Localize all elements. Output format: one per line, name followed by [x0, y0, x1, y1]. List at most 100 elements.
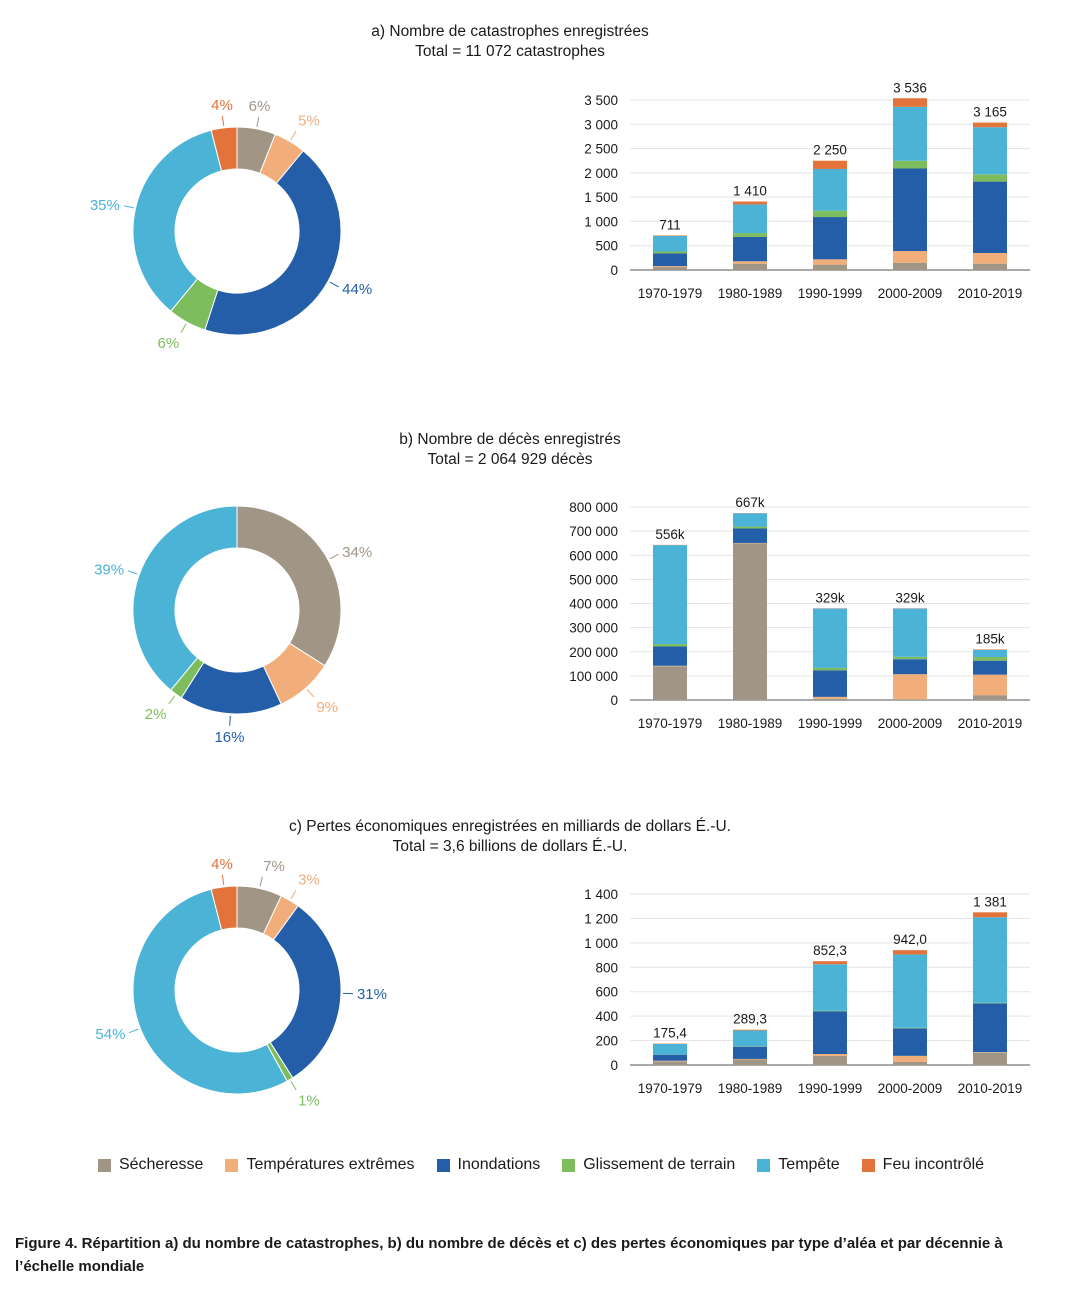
- y-tick-label: 1 400: [584, 887, 618, 902]
- bar-segment-temperatures: [973, 253, 1007, 264]
- bar-segment-glissement: [733, 233, 767, 237]
- legend-item-secheresse: Sécheresse: [97, 1156, 204, 1174]
- bar-segment-temperatures: [733, 261, 767, 264]
- legend-label: Sécheresse: [118, 1156, 204, 1173]
- bar-total-label: 185k: [975, 631, 1005, 646]
- bar-segment-temperatures: [893, 1055, 927, 1062]
- donut-percent-label: 3%: [298, 872, 320, 889]
- panel-a-title: a) Nombre de catastrophes enregistrées T…: [0, 22, 1020, 62]
- bar-segment-inondations: [813, 1011, 847, 1055]
- donut-leader-line: [127, 570, 138, 575]
- y-tick-label: 2 500: [584, 142, 618, 157]
- bar-segment-tempete: [973, 127, 1007, 175]
- y-tick-label: 100 000: [569, 669, 618, 684]
- donut-percent-label: 1%: [298, 1092, 320, 1109]
- bar-total-label: 711: [659, 217, 681, 232]
- bar-segment-inondations: [893, 659, 927, 675]
- y-tick-label: 600 000: [569, 548, 618, 563]
- legend-swatch-secheresse: [97, 1158, 111, 1172]
- panel-b-title-line: b) Nombre de décès enregistrés: [399, 431, 621, 448]
- bar-total-label: 1 410: [733, 184, 767, 199]
- donut-leader-line: [229, 715, 231, 726]
- bar-segment-temperatures: [733, 1058, 767, 1060]
- bar-total-label: 175,4: [653, 1026, 687, 1041]
- legend-label: Glissement de terrain: [583, 1156, 736, 1173]
- donut-leader-line: [259, 876, 263, 887]
- donut-percent-label: 44%: [342, 281, 372, 298]
- bar-segment-inondations: [733, 1046, 767, 1059]
- y-tick-label: 1 000: [584, 214, 618, 229]
- y-tick-label: 0: [610, 693, 618, 708]
- y-tick-label: 500 000: [569, 572, 618, 587]
- bar-segment-inondations: [893, 1028, 927, 1056]
- bar-segment-feu: [813, 961, 847, 965]
- legend-item-glissement: Glissement de terrain: [562, 1156, 735, 1174]
- x-tick-label: 1970-1979: [638, 716, 703, 731]
- legend-swatch-feu: [861, 1158, 875, 1172]
- bar-segment-tempete: [973, 649, 1007, 658]
- bar-segment-tempete: [653, 545, 687, 645]
- bar-segment-secheresse: [893, 1061, 927, 1065]
- bar-segment-glissement: [813, 667, 847, 671]
- y-tick-label: 1 500: [584, 190, 618, 205]
- bar-segment-temperatures: [893, 674, 927, 700]
- donut-leader-line: [256, 116, 260, 127]
- bar-segment-secheresse: [813, 698, 847, 700]
- panel-a-subtitle: Total = 11 072 catastrophes: [415, 43, 605, 60]
- bar-total-label: 329k: [895, 590, 925, 605]
- donut-slice-inondations: [269, 905, 342, 1079]
- bar-segment-feu: [733, 1029, 767, 1031]
- bar-segment-tempete: [893, 954, 927, 1028]
- legend-label: Températures extrêmes: [246, 1156, 415, 1173]
- y-tick-label: 0: [610, 1058, 618, 1073]
- bar-segment-temperatures: [653, 266, 687, 268]
- bar-segment-tempete: [733, 513, 767, 527]
- donut-leader-line: [306, 689, 315, 698]
- bar-segment-glissement: [973, 657, 1007, 661]
- bar-segment-feu: [893, 98, 927, 107]
- y-tick-label: 3 500: [584, 93, 618, 108]
- y-tick-label: 400: [595, 1009, 618, 1024]
- donut-percent-label: 6%: [158, 335, 180, 352]
- donut-slice-tempete: [132, 505, 238, 691]
- y-tick-label: 300 000: [569, 621, 618, 636]
- bar-segment-tempete: [813, 964, 847, 1011]
- bar-segment-tempete: [813, 168, 847, 211]
- bar-segment-tempete: [653, 1043, 687, 1055]
- x-tick-label: 1970-1979: [638, 1081, 703, 1096]
- bar-segment-temperatures: [973, 1052, 1007, 1053]
- bar-segment-inondations: [653, 646, 687, 666]
- bar-total-label: 852,3: [813, 943, 847, 958]
- donut-leader-line: [221, 874, 225, 885]
- donut-slice-secheresse: [236, 505, 342, 667]
- legend-item-temperatures: Températures extrêmes: [225, 1156, 415, 1174]
- y-tick-label: 800: [595, 960, 618, 975]
- panel-c-subtitle: Total = 3,6 billions de dollars É.-U.: [392, 838, 628, 855]
- bar-segment-temperatures: [813, 1054, 847, 1056]
- donut-chart-b: 34% 9% 16% 2% 39%: [94, 505, 372, 746]
- donut-leader-line: [221, 115, 225, 126]
- bar-segment-tempete: [973, 917, 1007, 1003]
- bar-segment-glissement: [973, 1002, 1007, 1004]
- donut-chart-a: 6% 5% 44% 6% 35% 4%: [90, 97, 372, 352]
- donut-leader-line: [290, 130, 297, 141]
- donut-leader-line: [180, 323, 187, 333]
- bar-segment-tempete: [893, 608, 927, 657]
- x-tick-label: 1980-1989: [718, 286, 783, 301]
- y-tick-label: 400 000: [569, 597, 618, 612]
- bar-segment-glissement: [653, 251, 687, 254]
- bar-segment-secheresse: [893, 262, 927, 270]
- x-tick-label: 2000-2009: [878, 1081, 943, 1096]
- bar-segment-inondations: [813, 670, 847, 697]
- donut-chart-c: 7% 3% 31% 1% 54% 4%: [95, 856, 387, 1109]
- panel-c-title-line: c) Pertes économiques enregistrées en mi…: [289, 818, 731, 835]
- bar-segment-secheresse: [973, 263, 1007, 270]
- bar-segment-inondations: [973, 181, 1007, 253]
- bar-segment-temperatures: [813, 259, 847, 265]
- bar-segment-inondations: [973, 660, 1007, 675]
- x-tick-label: 2010-2019: [958, 716, 1023, 731]
- bar-segment-feu: [653, 235, 687, 236]
- bar-segment-inondations: [653, 1054, 687, 1061]
- legend-label: Inondations: [457, 1156, 541, 1173]
- donut-slice-feu: [210, 126, 238, 172]
